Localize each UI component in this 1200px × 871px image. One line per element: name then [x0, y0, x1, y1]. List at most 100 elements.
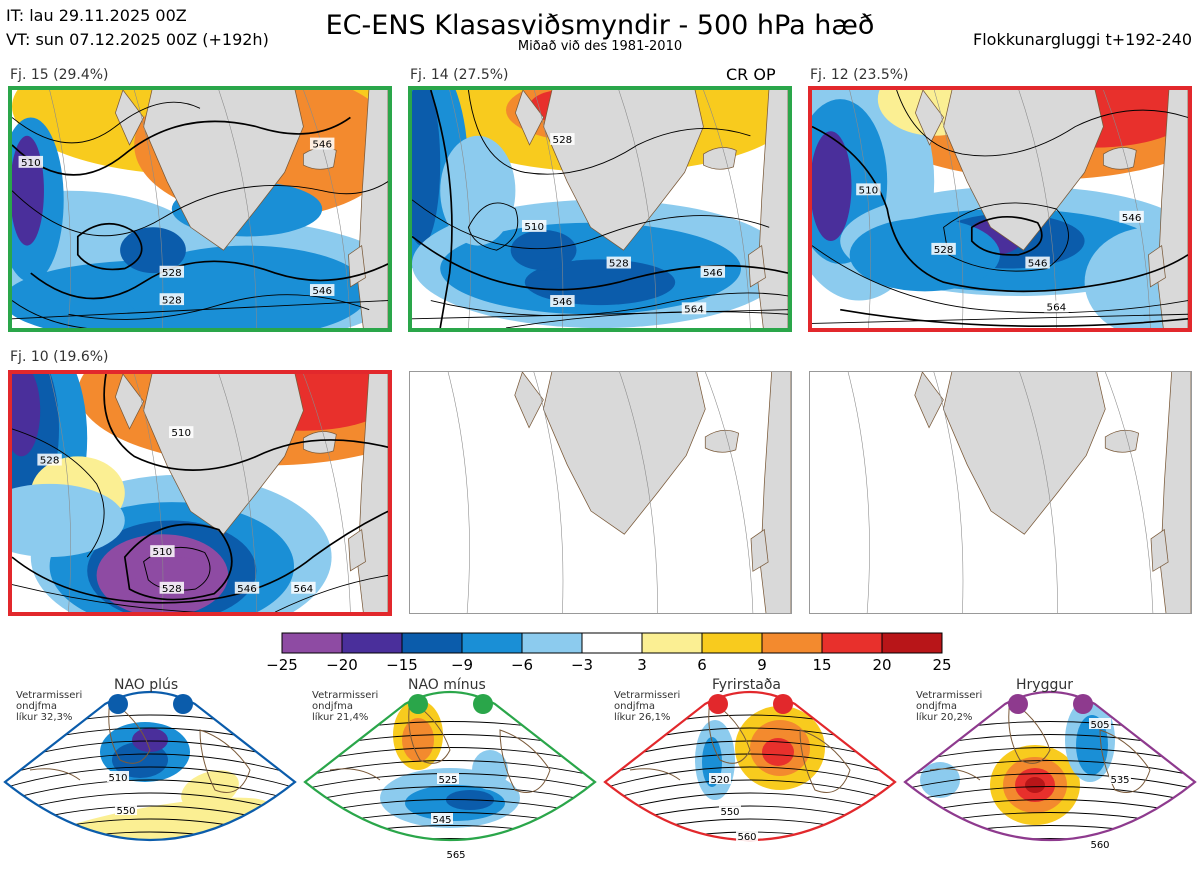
- cluster-label-2: Fj. 14 (27.5%): [410, 67, 509, 83]
- regime-contour-label-bg: [445, 848, 467, 859]
- norway-coast: [357, 374, 388, 612]
- cluster-map-3: 510 528 546 546 564: [808, 86, 1192, 332]
- meridian-line: [133, 374, 164, 612]
- cluster-label-3: Fj. 12 (23.5%): [810, 67, 909, 83]
- contour-label: 564: [684, 305, 704, 316]
- regime-anomaly-shading: [1025, 777, 1045, 793]
- contour-label-bg: [37, 453, 62, 466]
- contour-label: 546: [1122, 213, 1142, 224]
- contour-label: 564: [1047, 303, 1067, 314]
- greenland-landmass: [543, 90, 704, 251]
- meridian-line: [1019, 372, 1058, 613]
- height-contour: [76, 222, 143, 271]
- meridian-line: [449, 90, 472, 328]
- meridian-line: [218, 374, 257, 612]
- meridian-line: [49, 374, 72, 612]
- regime-contour-label-bg: [107, 771, 129, 782]
- height-contour: [30, 260, 388, 300]
- empty-map-panel-1: [409, 371, 792, 614]
- contour-label: 528: [934, 245, 954, 256]
- meridian-line: [303, 90, 351, 328]
- regime-coastline: [799, 729, 851, 793]
- contour-label: 510: [171, 428, 191, 439]
- regime-contour-label-bg: [1089, 838, 1111, 849]
- meridian-line: [533, 372, 564, 613]
- meridian-line: [1018, 90, 1057, 328]
- height-contour: [812, 313, 1188, 324]
- cluster-label-4: Fj. 10 (19.6%): [10, 349, 109, 365]
- regime-height-contour: [600, 845, 900, 870]
- regime-contour-label: 535: [1110, 775, 1129, 786]
- height-contour: [970, 216, 1043, 256]
- british-isles: [748, 244, 766, 288]
- regime-height-contour: [5, 831, 295, 840]
- regime-anomaly-shading: [472, 750, 508, 790]
- contour-label: 510: [21, 158, 41, 169]
- regime-marker-dot: [108, 694, 128, 714]
- contour-label-bg: [309, 137, 335, 150]
- regime-anomaly-shading: [762, 738, 794, 766]
- anomaly-shading: [510, 230, 577, 271]
- colorbar-swatch: [581, 632, 643, 654]
- contour-label: 546: [312, 140, 332, 151]
- contour-label: 546: [703, 268, 723, 279]
- iceland-landmass: [704, 429, 740, 453]
- colorbar-swatch: [521, 632, 583, 654]
- colorbar-tick-label: 15: [812, 656, 832, 674]
- contour-label-bg: [856, 183, 881, 196]
- colorbar-swatch: [881, 632, 943, 654]
- arctic-island: [914, 372, 944, 429]
- regime-marker-dot: [708, 694, 728, 714]
- colorbar-tick-label: 6: [697, 656, 707, 674]
- regime-coastline: [708, 699, 751, 764]
- regime-contour-label: 505: [1090, 720, 1109, 731]
- cluster-map-canvas: 510 528 546 528 546: [12, 90, 388, 328]
- regime-name-ridge: Hryggur: [1016, 677, 1073, 693]
- regime-marker-dot: [773, 694, 793, 714]
- height-contour: [467, 90, 751, 175]
- contour-label-bg: [168, 426, 194, 439]
- colorbar-tick-label: 25: [932, 656, 952, 674]
- british-isles: [348, 528, 366, 572]
- contour-label-bg: [550, 133, 575, 145]
- regime-frame: [603, 690, 897, 841]
- height-contour: [412, 309, 788, 320]
- regime-coastline: [108, 699, 151, 764]
- height-contour: [103, 374, 388, 471]
- cluster-map-canvas: 510 528 510 528 546 564: [12, 374, 388, 612]
- colorbar-tick-label: −15: [386, 656, 418, 674]
- colorbar-tick-label: −25: [266, 656, 298, 674]
- regime-coastline: [1099, 729, 1151, 793]
- regime-marker-dot: [1073, 694, 1093, 714]
- arctic-island: [914, 90, 945, 146]
- cluster-map-2: 528 510 528 546 546 564: [408, 86, 792, 332]
- regime-map-content: [600, 692, 900, 870]
- regime-nao-plus: 510 550: [3, 690, 297, 841]
- regime-marker-dot: [173, 694, 193, 714]
- regime-height-contour: [305, 760, 595, 780]
- regime-marker-dot: [408, 694, 428, 714]
- contour-label: 528: [162, 584, 182, 595]
- british-isles: [1148, 244, 1166, 288]
- contour-label: 528: [553, 135, 573, 146]
- height-contour: [943, 202, 1069, 272]
- regime-height-contour: [605, 766, 895, 793]
- contour-label-bg: [18, 155, 44, 168]
- iceland-landmass: [1104, 429, 1140, 453]
- colorbar-tick-label: −20: [326, 656, 358, 674]
- regime-coastline: [199, 729, 251, 793]
- regime-contour-label-bg: [719, 805, 741, 816]
- height-contour: [68, 294, 370, 320]
- contour-label: 528: [40, 456, 60, 467]
- height-contour: [812, 245, 1188, 314]
- regime-contour-label: 550: [720, 807, 739, 818]
- regime-frame: [303, 690, 597, 841]
- regime-contour-label: 520: [710, 775, 729, 786]
- arctic-island: [114, 374, 145, 430]
- regime-height-contour: [905, 773, 1195, 793]
- height-contour: [274, 574, 388, 612]
- regime-contour-label-bg: [736, 830, 758, 841]
- valid-time: VT: sun 07.12.2025 00Z (+192h): [6, 30, 269, 49]
- empty-map-canvas: [847, 372, 1191, 613]
- regime-anomaly-shading: [1015, 852, 1045, 864]
